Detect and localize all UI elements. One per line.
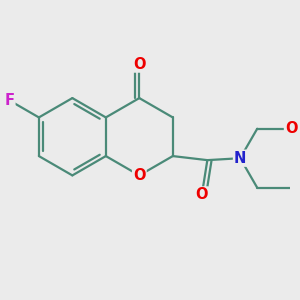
Text: O: O [133,168,145,183]
Text: O: O [285,121,298,136]
Text: F: F [4,93,14,108]
Text: N: N [234,151,246,166]
Text: O: O [133,57,145,72]
Text: O: O [196,188,208,202]
